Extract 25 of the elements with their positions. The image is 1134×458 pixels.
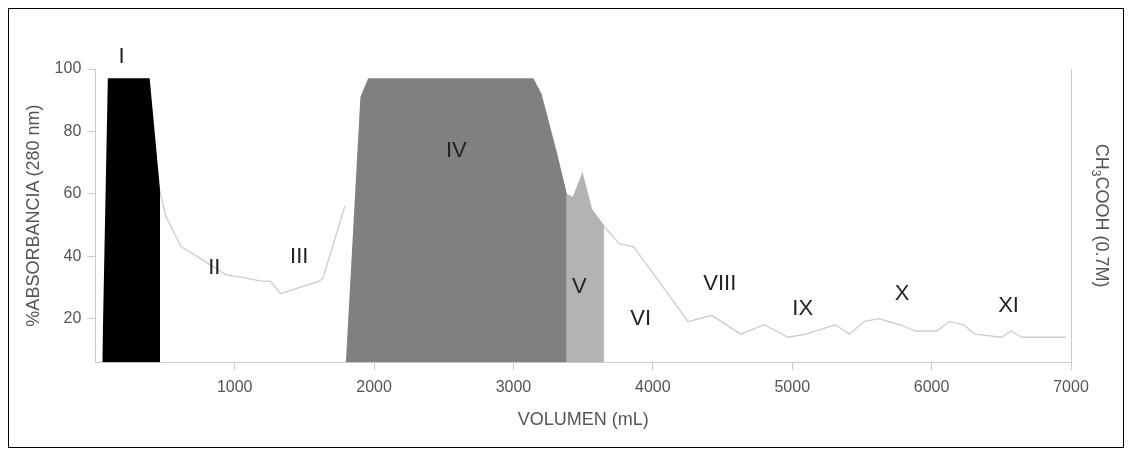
y-tick-label: 80	[63, 121, 82, 139]
annotation: II	[208, 254, 221, 280]
text: I	[118, 43, 125, 69]
x-axis-title: VOLUMEN (mL)	[517, 409, 649, 430]
annotation: IV	[445, 137, 468, 163]
annotation: VIII	[703, 270, 737, 296]
annotation: X	[894, 279, 910, 305]
x-tick-label: 4000	[635, 378, 671, 396]
x-tick-label: 3000	[495, 378, 532, 396]
annotation: XI	[998, 292, 1019, 318]
y-tick-label: 60	[63, 184, 82, 202]
annotation: IX	[792, 295, 814, 321]
x-tick-label: 5000	[774, 378, 811, 396]
annotation: III	[290, 242, 309, 268]
y2-axis-title: CH3COOH (0.7M)	[1088, 143, 1113, 288]
y-tick-label: 100	[54, 59, 82, 77]
annotation: V	[571, 273, 587, 299]
x-tick-label: 6000	[913, 378, 950, 396]
y-tick-label: 20	[63, 308, 82, 326]
y-tick-label: 40	[63, 246, 82, 264]
x-tick-label: 1000	[216, 378, 253, 396]
annotation: VI	[630, 304, 652, 330]
x-tick-label: 7000	[1053, 378, 1089, 396]
x-tick-label: 2000	[356, 378, 392, 396]
y-axis-title: %ABSORBANCIA (280 nm)	[22, 104, 43, 327]
